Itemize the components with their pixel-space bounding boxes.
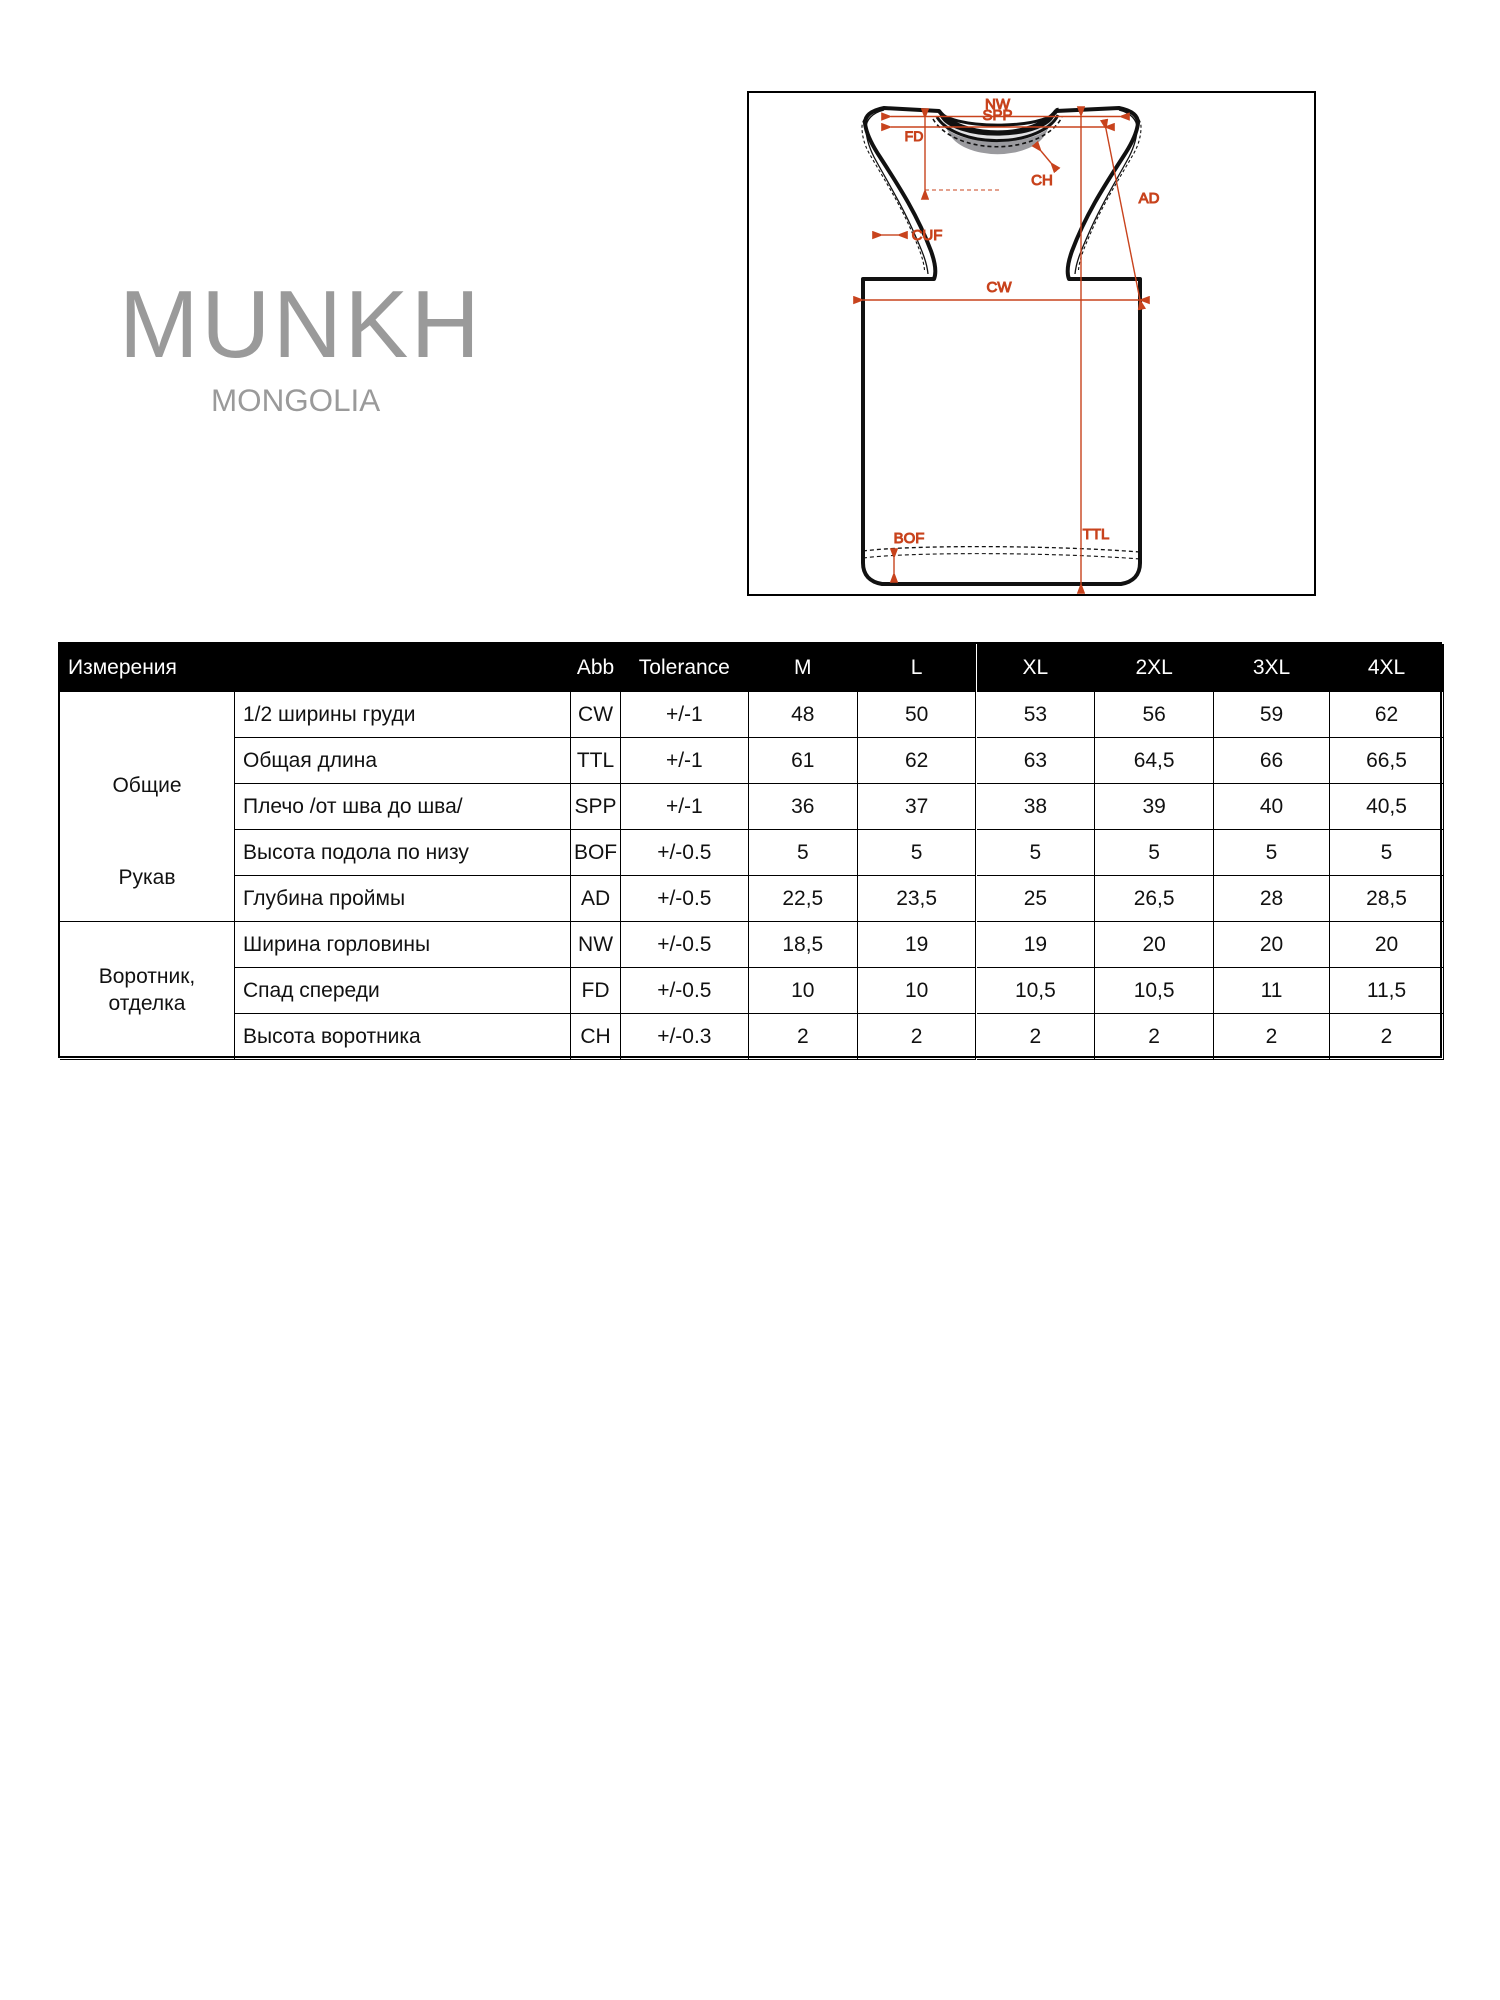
- svg-text:CW: CW: [987, 279, 1013, 296]
- svg-text:AD: AD: [1139, 190, 1160, 207]
- svg-text:CUF: CUF: [912, 227, 943, 244]
- svg-text:CH: CH: [1031, 172, 1053, 189]
- svg-text:BOF: BOF: [894, 530, 925, 547]
- svg-text:FD: FD: [905, 128, 924, 144]
- svg-text:TTL: TTL: [1083, 526, 1110, 543]
- svg-text:SPP: SPP: [982, 107, 1012, 124]
